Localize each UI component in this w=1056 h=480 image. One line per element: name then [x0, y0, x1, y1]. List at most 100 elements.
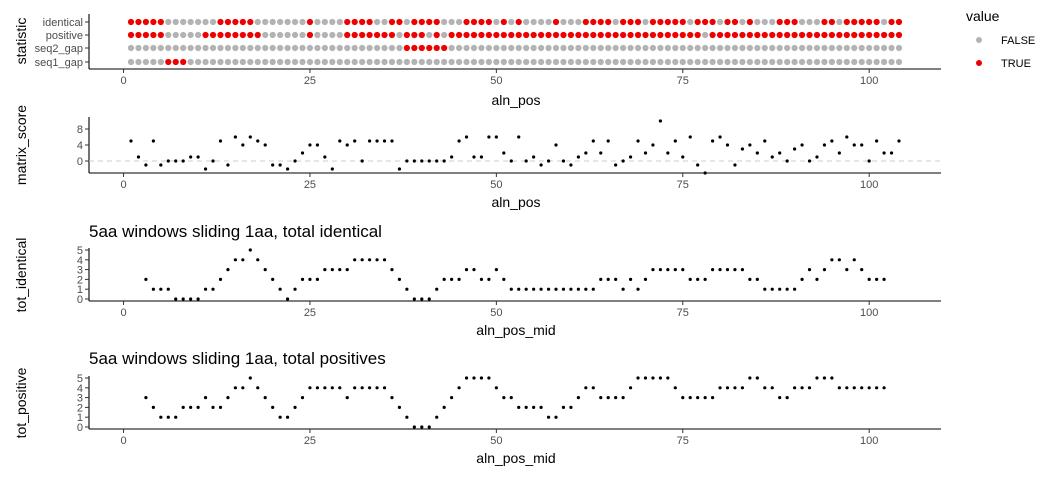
data-point [754, 44, 761, 52]
data-point [709, 18, 716, 26]
data-point [457, 386, 461, 390]
data-point [277, 18, 284, 26]
data-point [150, 44, 157, 52]
data-point [703, 396, 707, 400]
data-point [770, 287, 774, 291]
data-point [599, 396, 603, 400]
data-point [763, 139, 767, 143]
data-point [530, 18, 537, 26]
data-point [172, 31, 179, 39]
data-point [584, 386, 588, 390]
data-point [187, 18, 194, 26]
data-point [798, 18, 806, 26]
data-point [532, 287, 536, 291]
data-point [733, 268, 737, 272]
data-point [523, 44, 530, 52]
data-point [508, 31, 515, 39]
data-point [217, 18, 224, 26]
legend-true-label: TRUE [1001, 58, 1031, 70]
data-point [211, 405, 215, 409]
data-point [336, 31, 343, 39]
data-point [634, 58, 642, 66]
data-point [405, 415, 409, 419]
data-point [478, 58, 485, 66]
data-point [411, 31, 418, 39]
data-point [338, 268, 342, 272]
data-point [418, 58, 425, 66]
data-point [403, 44, 410, 52]
data-point [508, 44, 515, 52]
data-point [375, 386, 379, 390]
data-point [658, 119, 663, 123]
data-point [538, 44, 545, 52]
data-point [315, 386, 320, 390]
data-point [263, 268, 267, 272]
data-point [426, 58, 433, 66]
legend-false-swatch [976, 37, 982, 43]
data-point [620, 31, 627, 39]
data-point [411, 58, 418, 66]
x-tick-label: 100 [860, 307, 878, 319]
data-point [702, 31, 709, 39]
data-point [256, 258, 260, 262]
data-point [351, 18, 358, 26]
data-point [142, 44, 150, 52]
legend: value FALSE TRUE [966, 8, 1035, 70]
data-point [843, 44, 850, 52]
data-point [359, 31, 366, 39]
data-point [716, 18, 724, 26]
data-point [195, 31, 202, 39]
data-point [359, 58, 366, 66]
panel-matrix-score-y-ticks: 0 4 8 [77, 117, 90, 173]
data-point [284, 31, 291, 39]
data-point [433, 31, 440, 39]
data-point [412, 425, 416, 429]
data-point [241, 386, 245, 390]
data-point [552, 18, 560, 26]
data-point [262, 58, 269, 66]
data-point [493, 18, 500, 26]
data-point [866, 44, 873, 52]
data-point [776, 18, 783, 26]
data-point [127, 58, 135, 66]
data-point [724, 31, 731, 39]
data-point [658, 376, 663, 380]
data-point [308, 386, 312, 390]
x-tick-label: 0 [120, 435, 126, 447]
data-point [381, 31, 388, 39]
data-point [196, 405, 200, 409]
data-point [291, 31, 299, 39]
data-point [403, 31, 410, 39]
data-point [291, 18, 299, 26]
data-point [442, 405, 446, 409]
data-point [233, 258, 237, 262]
data-point [554, 415, 558, 419]
data-point [306, 31, 314, 39]
data-point [875, 386, 879, 390]
data-point [852, 258, 856, 262]
data-point [187, 44, 194, 52]
data-point [746, 58, 753, 66]
data-point [181, 297, 185, 301]
data-point [718, 135, 722, 139]
data-point [426, 18, 433, 26]
data-point [561, 405, 566, 409]
data-point [247, 18, 254, 26]
panel-statistic-x-ticks: 0 25 50 75 100 [89, 68, 941, 87]
data-point [710, 268, 715, 272]
data-point [895, 31, 903, 39]
data-point [784, 18, 791, 26]
data-point [433, 44, 440, 52]
data-point [582, 44, 589, 52]
data-point [627, 44, 634, 52]
data-point [740, 386, 745, 390]
data-point [733, 386, 737, 390]
data-point [515, 31, 522, 39]
data-point [851, 58, 858, 66]
data-point [532, 155, 536, 159]
data-point [694, 18, 701, 26]
data-point [345, 143, 349, 147]
data-point [524, 405, 528, 409]
data-point [523, 18, 530, 26]
